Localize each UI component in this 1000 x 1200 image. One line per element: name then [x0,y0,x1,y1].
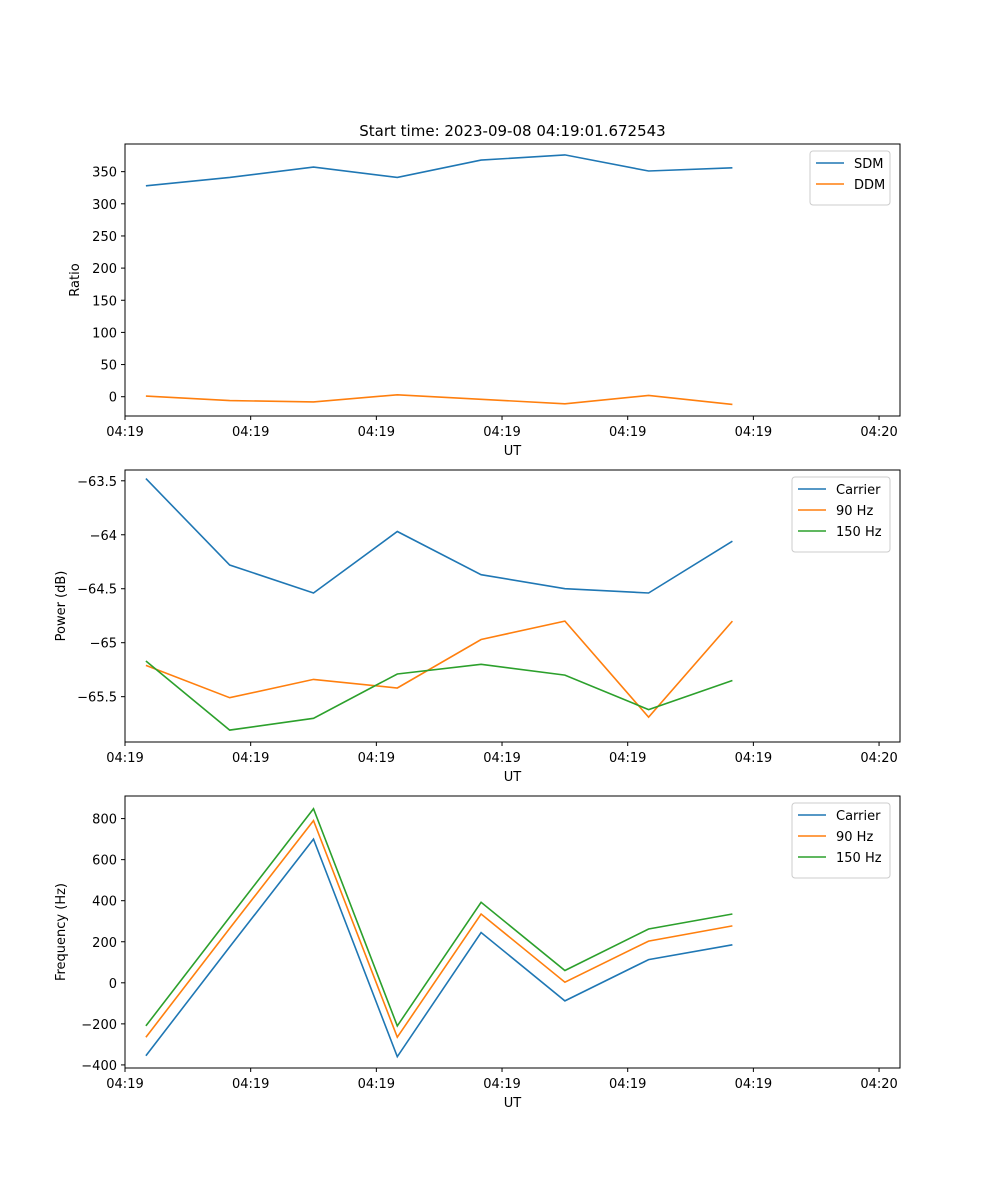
y-tick-label: −200 [81,1018,117,1033]
x-axis-label: UT [504,770,522,785]
y-tick-label: 400 [92,895,117,910]
panel-3: −400 −200 0 200 400 600 800 04:19 04:19 04:19 04:1… [54,795,901,1111]
legend-label: 150 Hz [836,851,882,866]
x-tick-label: 04:19 [358,425,395,440]
axes-frame [124,469,901,743]
y-tick-label: 350 [92,166,117,181]
y-tick-label: 150 [92,294,117,309]
x-tick-label: 04:19 [232,425,269,440]
panels: 0 50 100 150 200 250 300 350 04:19 04:19 04:19 04:1… [54,143,901,1111]
x-tick-label: 04:19 [483,1077,520,1092]
y-tick-label: 0 [109,977,117,992]
legend-label: Carrier [836,483,881,498]
series-line-carrier [145,837,733,1059]
x-tick-label: 04:20 [860,1077,897,1092]
x-tick-label: 04:19 [106,1077,143,1092]
y-axis-label: Frequency (Hz) [54,883,69,981]
y-tick-label: 800 [92,813,117,828]
y-tick-label: −65 [90,637,117,652]
y-tick-label: 200 [92,262,117,277]
y-tick-label: −64 [90,529,117,544]
x-tick-label: 04:19 [106,425,143,440]
y-tick-label: 250 [92,230,117,245]
legend-label: 90 Hz [836,830,873,845]
y-tick-label: −63.5 [77,475,117,490]
x-tick-label: 04:19 [609,751,646,766]
x-tick-label: 04:19 [735,1077,772,1092]
legend: SDM DDM [809,150,891,206]
series-line-ddm [145,393,733,406]
x-tick-label: 04:20 [860,425,897,440]
legend-label: 90 Hz [836,504,873,519]
legend: Carrier 90 Hz 150 Hz [791,802,891,879]
panel-2: −63.5 −64 −64.5 −65 −65.5 04:19 04:19 04:19 04:1… [54,469,901,785]
y-tick-label: 200 [92,936,117,951]
y-tick-label: 300 [92,198,117,213]
x-tick-label: 04:19 [483,751,520,766]
x-tick-label: 04:19 [106,751,143,766]
y-tick-label: 600 [92,854,117,869]
legend: Carrier 90 Hz 150 Hz [791,476,891,553]
x-tick-label: 04:19 [358,751,395,766]
x-axis-label: UT [504,1096,522,1111]
legend-box [791,476,891,553]
series-line-sdm [145,154,733,187]
y-tick-label: 0 [109,391,117,406]
axes-frame [124,795,901,1069]
legend-label: 150 Hz [836,525,882,540]
series-line-90-hz [145,818,733,1039]
x-axis-label: UT [504,444,522,459]
y-tick-label: −65.5 [77,691,117,706]
series-line-150-hz [145,807,733,1028]
y-axis-label: Ratio [68,263,83,296]
legend-box [791,802,891,879]
x-tick-label: 04:19 [609,1077,646,1092]
legend-label: Carrier [836,809,881,824]
series-line-150-hz [145,660,733,731]
x-tick-label: 04:19 [609,425,646,440]
axes-frame [124,143,901,417]
legend-box [809,150,891,206]
panel-1: 0 50 100 150 200 250 300 350 04:19 04:19 04:19 04:1… [68,143,901,459]
series-line-90-hz [145,620,734,719]
y-axis-label: Power (dB) [54,571,69,642]
x-tick-label: 04:19 [483,425,520,440]
x-tick-label: 04:20 [860,751,897,766]
y-tick-label: 50 [100,359,117,374]
x-tick-label: 04:19 [232,1077,269,1092]
y-tick-label: −64.5 [77,583,117,598]
series-line-carrier [145,478,733,594]
x-tick-label: 04:19 [232,751,269,766]
x-tick-label: 04:19 [358,1077,395,1092]
y-tick-label: −400 [81,1059,117,1074]
x-tick-label: 04:19 [735,425,772,440]
legend-label: SDM [854,157,883,172]
x-tick-label: 04:19 [735,751,772,766]
y-tick-label: 100 [92,326,117,341]
chart-title: Start time: 2023-09-08 04:19:01.672543 [359,122,665,140]
legend-label: DDM [854,178,885,193]
